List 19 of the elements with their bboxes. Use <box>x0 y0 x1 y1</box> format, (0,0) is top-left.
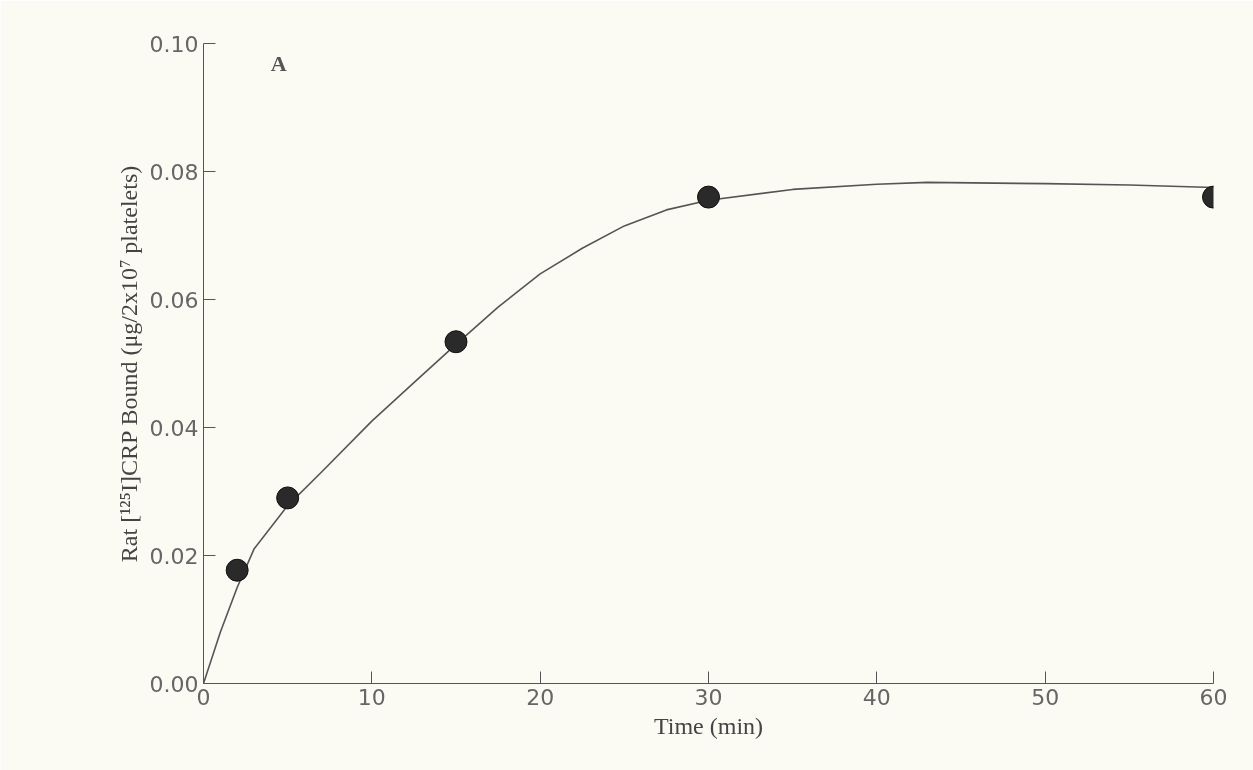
x-tick-label: 30 <box>694 684 723 710</box>
y-axis-title: Rat [¹²⁵I]CRP Bound (μg/2x10⁷ platelets) <box>115 165 142 563</box>
x-tick-label: 0 <box>196 684 211 710</box>
x-tick-label: 40 <box>862 684 891 710</box>
y-tick-label: 0.10 <box>149 31 199 57</box>
x-tick-label: 60 <box>1199 684 1228 710</box>
x-tick-label: 50 <box>1031 684 1060 710</box>
point <box>276 486 300 510</box>
y-tick-label: 0.08 <box>149 159 199 185</box>
y-tick-label: 0.04 <box>149 415 199 441</box>
point <box>444 330 468 354</box>
y-tick-label: 0.02 <box>149 543 199 569</box>
point <box>225 558 249 582</box>
annotation: A <box>270 50 287 76</box>
y-tick-label: 0.06 <box>149 287 199 313</box>
y-tick-label: 0.00 <box>149 671 199 697</box>
x-tick-label: 20 <box>526 684 555 710</box>
x-tick-label: 10 <box>357 684 386 710</box>
x-axis-title: Time (min) <box>653 712 764 739</box>
